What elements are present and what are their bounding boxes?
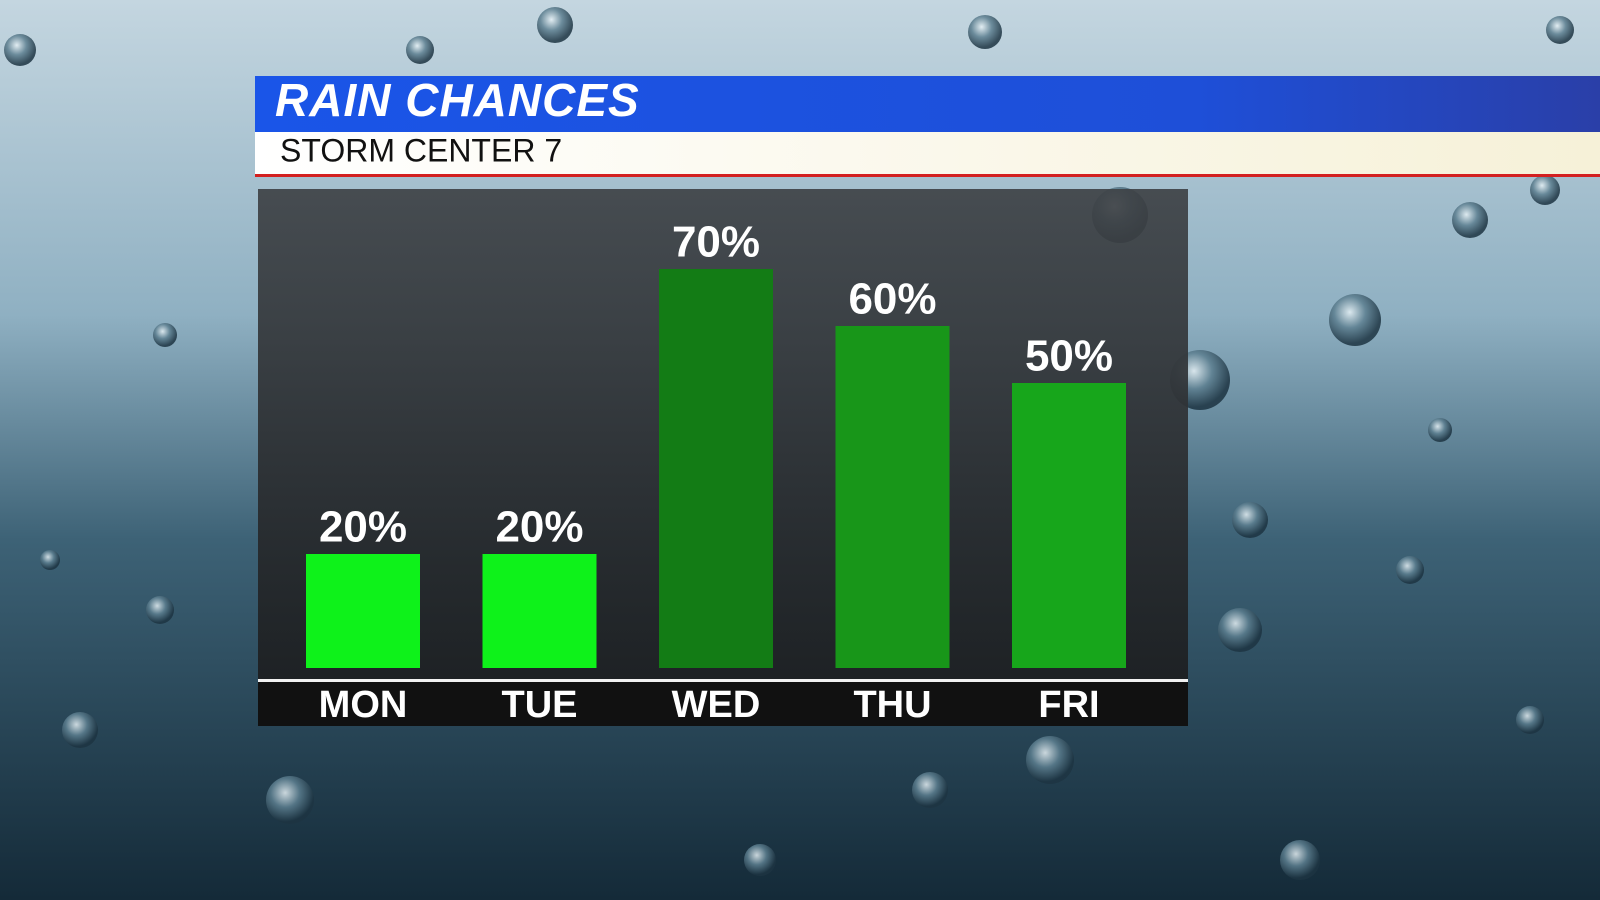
bar xyxy=(659,269,773,668)
value-label: 50% xyxy=(1025,332,1113,381)
bar xyxy=(306,554,420,668)
chart-subtitle: STORM CENTER 7 xyxy=(280,132,562,168)
x-tick-label: WED xyxy=(672,684,761,726)
bar xyxy=(1012,383,1126,668)
chart-title: RAIN CHANCES xyxy=(275,74,640,126)
value-label: 20% xyxy=(319,503,407,552)
value-label: 60% xyxy=(848,275,936,324)
x-tick-label: MON xyxy=(319,684,408,726)
x-tick-label: FRI xyxy=(1038,684,1099,726)
x-tick-label: THU xyxy=(853,684,931,726)
label-strip xyxy=(258,682,1188,726)
bar xyxy=(482,554,597,668)
subtitle-bar xyxy=(255,132,1600,174)
x-tick-label: TUE xyxy=(502,684,578,726)
value-label: 70% xyxy=(672,218,760,267)
baseline xyxy=(258,679,1188,682)
value-label: 20% xyxy=(495,503,583,552)
red-stripe xyxy=(255,174,1600,177)
title-bar xyxy=(255,76,1600,132)
bar xyxy=(835,326,950,668)
